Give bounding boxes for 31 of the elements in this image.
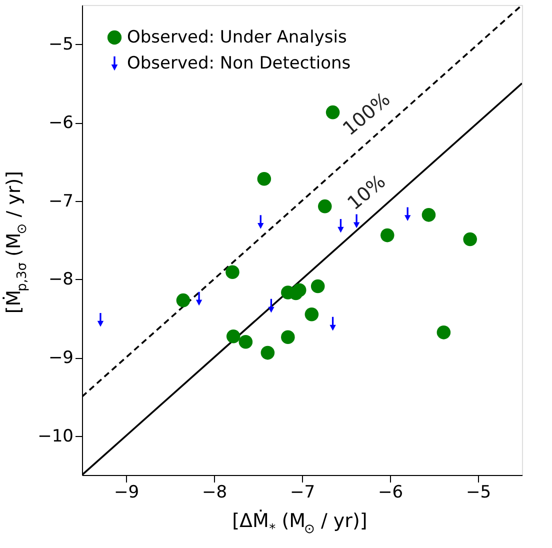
y-tick-label: −7: [48, 191, 74, 212]
point: [463, 232, 477, 246]
y-tick-label: −9: [48, 348, 74, 368]
point: [422, 208, 436, 222]
point: [226, 265, 240, 279]
x-axis-title: [ΔṀ* (M⊙ / yr)]: [232, 509, 368, 537]
legend-label: Observed: Under Analysis: [127, 28, 347, 48]
point: [176, 293, 190, 308]
y-tick-label: −8: [48, 270, 74, 290]
x-tick-label: −9: [114, 482, 140, 502]
point: [238, 334, 253, 349]
x-tick-label: −5: [466, 482, 492, 502]
y-tick-label: −5: [48, 34, 74, 55]
point: [318, 199, 332, 214]
point: [310, 279, 325, 294]
point: [292, 283, 306, 298]
y-tick-label: −10: [38, 426, 74, 446]
point: [226, 329, 240, 344]
point: [304, 308, 319, 322]
legend-label: Observed: Non Detections: [127, 54, 351, 74]
x-tick-label: −8: [202, 482, 228, 502]
point: [260, 346, 275, 360]
x-tick-label: −7: [290, 482, 316, 502]
point: [257, 172, 272, 186]
y-tick-label: −6: [48, 113, 74, 133]
point: [436, 326, 451, 340]
point: [326, 105, 340, 120]
y-axis-title: [Ṁp,3σ (M⊙ / yr)]: [2, 170, 30, 314]
point: [281, 330, 295, 344]
point: [380, 228, 394, 242]
x-tick-label: −6: [378, 482, 404, 502]
